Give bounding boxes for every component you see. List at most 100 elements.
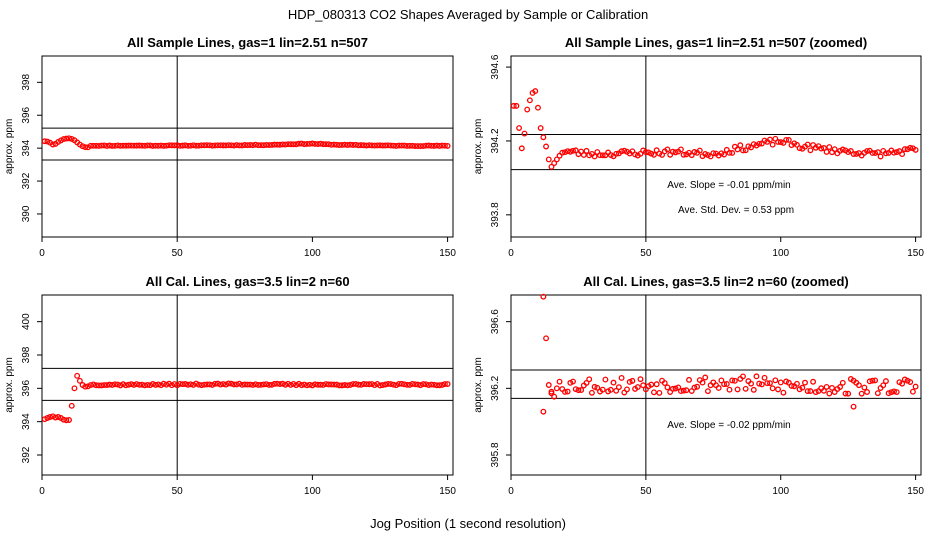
data-point — [723, 381, 730, 387]
data-point — [382, 142, 389, 149]
panel-title: All Sample Lines, gas=1 lin=2.51 n=507 — [127, 35, 368, 50]
x-tick-label: 150 — [439, 248, 456, 259]
data-point — [93, 382, 100, 389]
data-point — [721, 381, 728, 388]
data-point — [95, 382, 102, 389]
y-tick-label: 392 — [21, 172, 32, 189]
y-axis-label: approx. ppm — [473, 119, 484, 175]
data-point — [764, 380, 771, 387]
data-point — [368, 381, 375, 388]
y-tick-label: 394.6 — [490, 54, 501, 79]
data-point — [513, 102, 520, 109]
data-point — [282, 141, 289, 148]
panel-4: All Cal. Lines, gas=3.5 lin=2 n=60 (zoom… — [473, 274, 924, 497]
data-point — [279, 141, 286, 148]
data-point — [409, 142, 416, 149]
data-point — [618, 375, 625, 381]
data-point — [301, 381, 308, 388]
data-point — [312, 140, 319, 147]
data-point — [385, 142, 392, 149]
data-point — [212, 142, 219, 149]
panel-2: All Sample Lines, gas=1 lin=2.51 n=507 (… — [473, 35, 924, 259]
data-point — [201, 142, 208, 149]
data-point — [580, 152, 587, 158]
data-point — [279, 380, 286, 387]
data-point — [87, 142, 94, 149]
data-point — [128, 142, 135, 149]
data-point — [837, 384, 844, 390]
panel-title: All Sample Lines, gas=1 lin=2.51 n=507 (… — [565, 35, 867, 50]
data-point — [769, 385, 776, 392]
data-point — [772, 377, 779, 384]
data-point — [328, 381, 335, 388]
data-point — [433, 142, 440, 149]
data-point — [247, 381, 254, 388]
data-point — [93, 142, 100, 149]
data-point — [901, 146, 908, 153]
data-point — [322, 381, 329, 388]
annotation-text: Ave. Slope = -0.02 ppm/min — [667, 420, 791, 431]
data-point — [540, 408, 547, 415]
data-point — [306, 381, 313, 388]
data-point — [696, 147, 703, 154]
data-point — [258, 381, 264, 388]
data-point — [831, 146, 838, 153]
data-point — [244, 142, 251, 149]
data-point — [203, 142, 210, 149]
data-point — [869, 149, 876, 156]
data-point — [106, 381, 113, 388]
data-point — [532, 88, 539, 95]
data-point — [120, 381, 127, 388]
data-point — [756, 380, 763, 387]
x-tick-label: 100 — [304, 486, 321, 497]
data-point — [632, 151, 639, 158]
data-point — [206, 142, 213, 149]
data-point — [796, 145, 803, 152]
data-point — [130, 381, 137, 388]
data-point — [610, 379, 617, 386]
data-point — [845, 390, 852, 397]
data-point — [880, 382, 887, 389]
data-point — [185, 381, 191, 388]
data-point — [247, 142, 254, 148]
data-point — [758, 381, 765, 388]
data-point — [602, 376, 609, 383]
data-point — [891, 149, 897, 156]
data-point — [309, 140, 316, 147]
data-point — [804, 141, 811, 148]
data-point — [431, 142, 438, 149]
data-point — [659, 151, 666, 158]
data-point — [613, 150, 620, 157]
data-point — [637, 376, 644, 383]
data-point — [564, 148, 571, 155]
data-point — [66, 417, 72, 423]
data-point — [114, 381, 121, 388]
data-point — [570, 147, 576, 154]
data-point — [428, 381, 435, 388]
data-point — [241, 381, 248, 388]
data-point — [912, 146, 919, 153]
data-point — [642, 149, 649, 156]
data-point — [882, 378, 889, 385]
data-point — [548, 390, 555, 397]
data-point — [266, 381, 273, 388]
data-point — [753, 373, 760, 380]
data-point — [341, 141, 348, 148]
data-point — [355, 142, 362, 149]
data-point — [718, 377, 725, 384]
x-tick-label: 50 — [172, 248, 184, 259]
data-point — [304, 140, 310, 147]
data-point — [212, 380, 219, 387]
data-point — [217, 142, 224, 149]
y-tick-label: 396.6 — [490, 309, 501, 334]
data-point — [125, 381, 132, 388]
data-point — [425, 382, 432, 388]
data-point — [360, 381, 367, 387]
data-point — [907, 144, 914, 151]
data-point — [893, 149, 900, 156]
data-point — [807, 147, 814, 154]
x-tick-label: 150 — [907, 248, 924, 259]
data-point — [217, 381, 224, 388]
data-point — [721, 151, 728, 158]
